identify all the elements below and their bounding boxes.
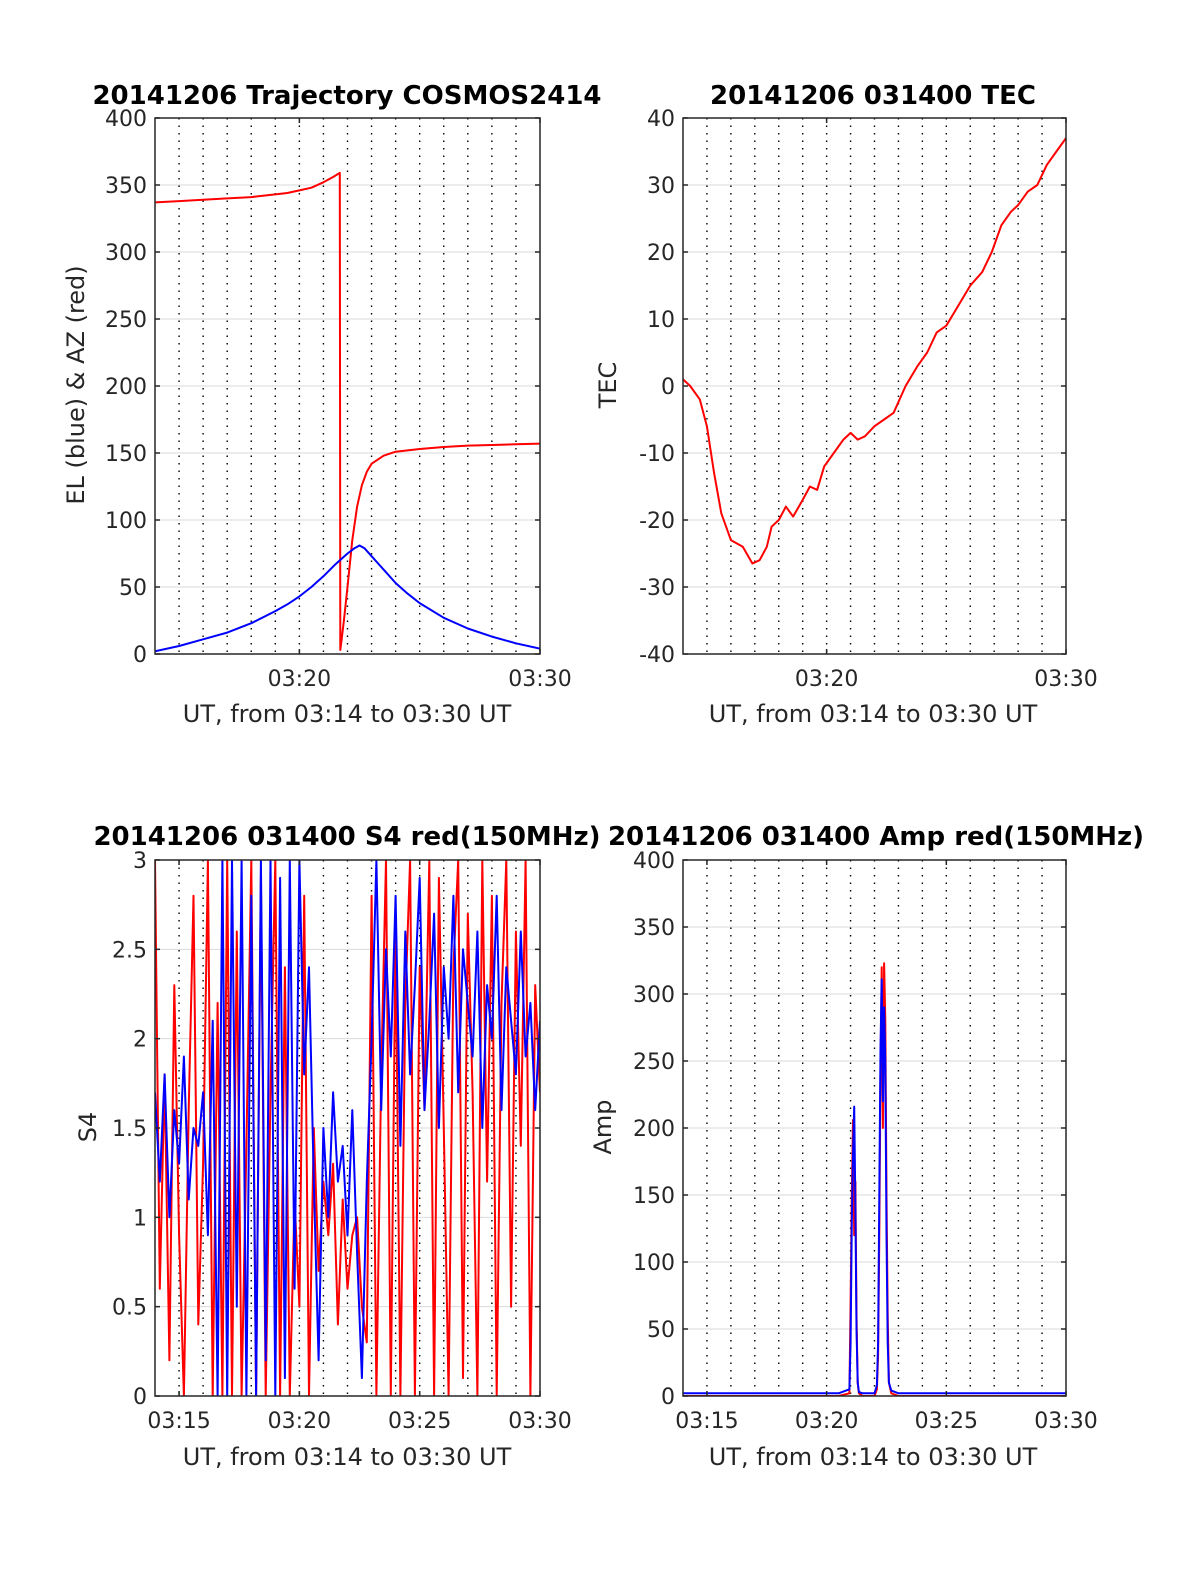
chart-s4: 20141206 031400 S4 red(150MHz) UT, from … bbox=[74, 822, 601, 1471]
y-tick-label: 250 bbox=[633, 1050, 675, 1075]
y-tick-label: 0 bbox=[661, 375, 675, 400]
y-tick-label: 30 bbox=[647, 174, 675, 199]
series-line-blue bbox=[155, 860, 540, 1396]
y-tick-label: 400 bbox=[105, 107, 147, 132]
y-tick-label: -30 bbox=[639, 576, 675, 601]
y-tick-label: 400 bbox=[633, 849, 675, 874]
x-tick-label: 03:30 bbox=[508, 667, 571, 692]
chart-title: 20141206 Trajectory COSMOS2414 bbox=[92, 81, 601, 111]
y-tick-label: 50 bbox=[647, 1318, 675, 1343]
x-tick-label: 03:30 bbox=[1034, 667, 1097, 692]
chart-amp: 20141206 031400 Amp red(150MHz) UT, from… bbox=[589, 822, 1144, 1471]
y-tick-label: 100 bbox=[633, 1251, 675, 1276]
y-tick-label: 10 bbox=[647, 308, 675, 333]
y-tick-label: 1 bbox=[133, 1206, 147, 1231]
y-tick-label: 150 bbox=[633, 1184, 675, 1209]
chart-tec: 20141206 031400 TEC UT, from 03:14 to 03… bbox=[594, 81, 1098, 728]
y-tick-label: 1.5 bbox=[112, 1117, 147, 1142]
y-tick-label: -40 bbox=[639, 643, 675, 668]
y-tick-label: 200 bbox=[105, 375, 147, 400]
plot-area bbox=[683, 117, 1066, 655]
y-axis-label: S4 bbox=[74, 1112, 102, 1143]
plot-area bbox=[683, 859, 1066, 1397]
x-axis-label: UT, from 03:14 to 03:30 UT bbox=[183, 700, 512, 728]
x-axis-label: UT, from 03:14 to 03:30 UT bbox=[183, 1443, 512, 1471]
y-tick-label: 40 bbox=[647, 107, 675, 132]
chart-title: 20141206 031400 Amp red(150MHz) bbox=[608, 822, 1144, 852]
y-tick-label: 250 bbox=[105, 308, 147, 333]
y-tick-label: 50 bbox=[119, 576, 147, 601]
x-tick-label: 03:15 bbox=[675, 1409, 738, 1434]
y-tick-label: 0 bbox=[133, 643, 147, 668]
y-axis-label: TEC bbox=[594, 362, 622, 410]
y-tick-label: 0.5 bbox=[112, 1296, 147, 1321]
x-tick-label: 03:20 bbox=[268, 667, 331, 692]
chart-title: 20141206 031400 TEC bbox=[710, 81, 1036, 111]
y-tick-label: 300 bbox=[633, 983, 675, 1008]
x-tick-label: 03:20 bbox=[268, 1409, 331, 1434]
x-tick-label: 03:15 bbox=[147, 1409, 210, 1434]
chart-trajectory: 20141206 Trajectory COSMOS2414 UT, from … bbox=[62, 81, 602, 728]
x-tick-label: 03:25 bbox=[915, 1409, 978, 1434]
plot-area bbox=[155, 117, 540, 655]
x-tick-label: 03:30 bbox=[508, 1409, 571, 1434]
series-line-blue bbox=[155, 544, 540, 653]
y-tick-label: 0 bbox=[661, 1385, 675, 1410]
series-line-red bbox=[683, 137, 1066, 565]
y-tick-label: 2.5 bbox=[112, 938, 147, 963]
x-tick-label: 03:20 bbox=[795, 667, 858, 692]
y-tick-label: 300 bbox=[105, 241, 147, 266]
y-tick-label: 200 bbox=[633, 1117, 675, 1142]
series-line-blue bbox=[683, 978, 1066, 1395]
y-tick-label: 3 bbox=[133, 849, 147, 874]
y-tick-label: 2 bbox=[133, 1028, 147, 1053]
chart-title: 20141206 031400 S4 red(150MHz) bbox=[93, 822, 600, 852]
y-tick-label: -10 bbox=[639, 442, 675, 467]
x-tick-label: 03:30 bbox=[1034, 1409, 1097, 1434]
y-tick-label: 350 bbox=[105, 174, 147, 199]
y-tick-label: 20 bbox=[647, 241, 675, 266]
y-axis-label: EL (blue) & AZ (red) bbox=[62, 265, 90, 504]
y-tick-label: -20 bbox=[639, 509, 675, 534]
x-tick-label: 03:20 bbox=[795, 1409, 858, 1434]
x-axis-label: UT, from 03:14 to 03:30 UT bbox=[709, 1443, 1038, 1471]
x-axis-label: UT, from 03:14 to 03:30 UT bbox=[709, 700, 1038, 728]
y-tick-label: 150 bbox=[105, 442, 147, 467]
y-tick-label: 0 bbox=[133, 1385, 147, 1410]
x-tick-label: 03:25 bbox=[388, 1409, 451, 1434]
y-tick-label: 350 bbox=[633, 916, 675, 941]
y-axis-label: Amp bbox=[589, 1099, 617, 1154]
series-line-red bbox=[155, 171, 540, 651]
y-tick-label: 100 bbox=[105, 509, 147, 534]
